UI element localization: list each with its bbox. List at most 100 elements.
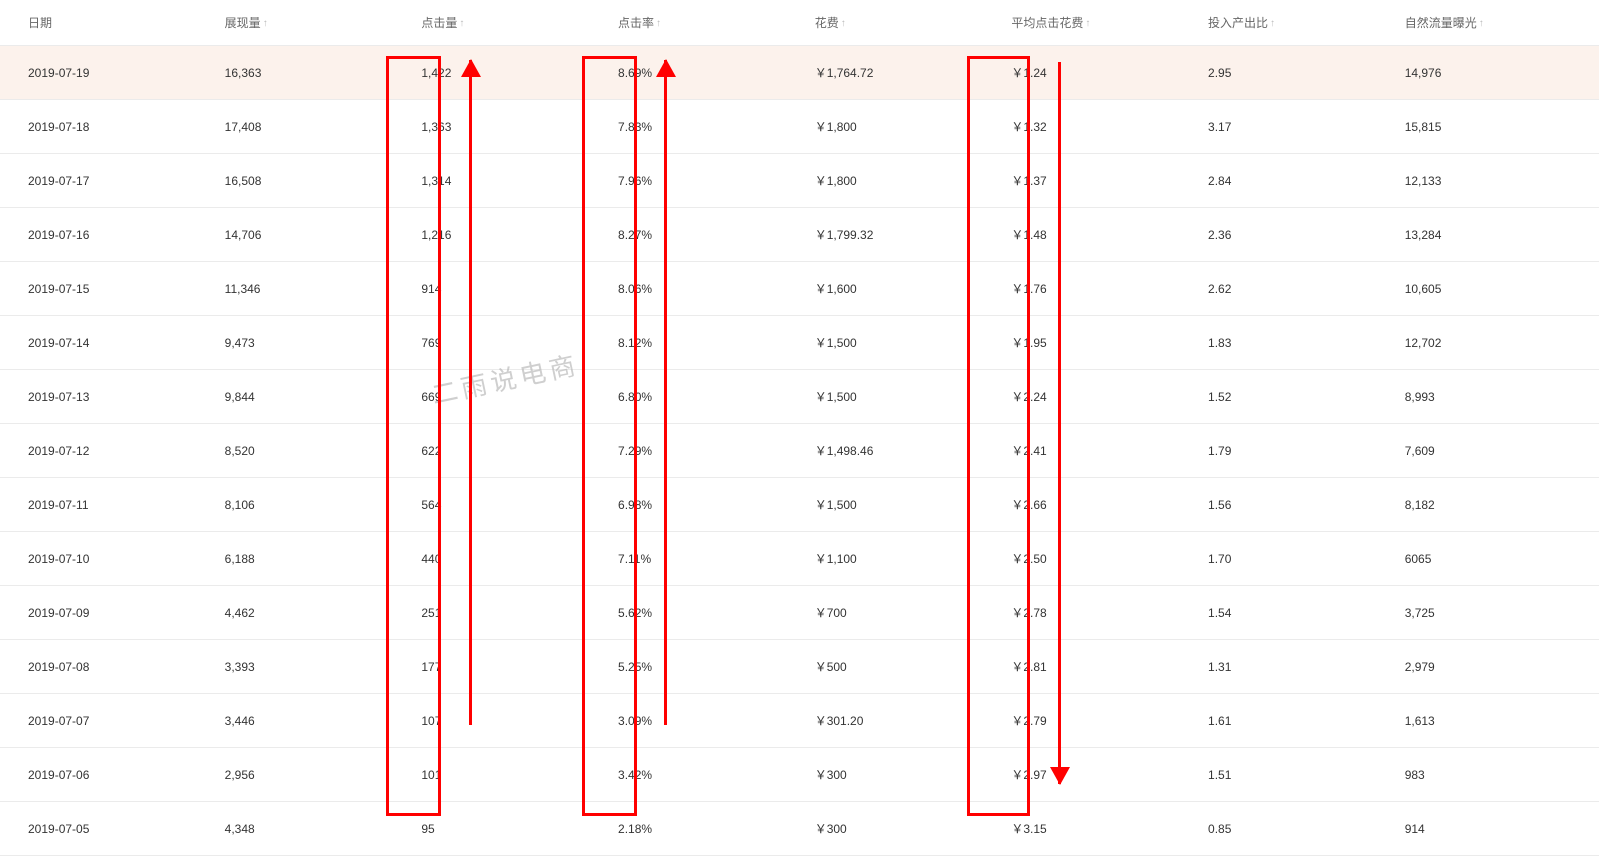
cell-impressions: 6,188 [197, 532, 394, 586]
cell-ctr: 7.83% [590, 100, 787, 154]
column-header-label: 点击率 [618, 16, 654, 30]
cell-clicks: 622 [393, 424, 590, 478]
column-header-cpc[interactable]: 平均点击花费↑ [983, 0, 1180, 46]
cell-roi: 1.61 [1180, 694, 1377, 748]
sort-up-icon: ↑ [1085, 18, 1090, 29]
cell-ctr: 2.18% [590, 802, 787, 856]
cell-roi: 1.83 [1180, 316, 1377, 370]
cell-cpc: ￥2.97 [983, 748, 1180, 802]
cell-impressions: 9,473 [197, 316, 394, 370]
cell-impressions: 4,462 [197, 586, 394, 640]
cell-date: 2019-07-10 [0, 532, 197, 586]
cell-spend: ￥1,800 [787, 100, 984, 154]
cell-ctr: 8.27% [590, 208, 787, 262]
table-header: 日期展现量↑点击量↑点击率↑花费↑平均点击花费↑投入产出比↑自然流量曝光↑ [0, 0, 1599, 46]
cell-impressions: 8,520 [197, 424, 394, 478]
cell-spend: ￥500 [787, 640, 984, 694]
column-header-label: 展现量 [225, 16, 261, 30]
table-row: 2019-07-083,3931775.25%￥500￥2.811.312,97… [0, 640, 1599, 694]
cell-cpc: ￥3.15 [983, 802, 1180, 856]
cell-organic: 12,702 [1377, 316, 1599, 370]
sort-up-icon: ↑ [263, 18, 268, 29]
cell-ctr: 8.69% [590, 46, 787, 100]
cell-clicks: 1,363 [393, 100, 590, 154]
sort-up-icon: ↑ [656, 18, 661, 29]
cell-roi: 2.62 [1180, 262, 1377, 316]
cell-date: 2019-07-18 [0, 100, 197, 154]
cell-ctr: 7.96% [590, 154, 787, 208]
table-row: 2019-07-118,1065646.98%￥1,500￥2.661.568,… [0, 478, 1599, 532]
cell-spend: ￥700 [787, 586, 984, 640]
cell-cpc: ￥1.32 [983, 100, 1180, 154]
cell-roi: 0.85 [1180, 802, 1377, 856]
cell-cpc: ￥2.66 [983, 478, 1180, 532]
cell-cpc: ￥1.24 [983, 46, 1180, 100]
cell-ctr: 6.80% [590, 370, 787, 424]
cell-date: 2019-07-16 [0, 208, 197, 262]
table-row: 2019-07-1916,3631,4228.69%￥1,764.72￥1.24… [0, 46, 1599, 100]
cell-spend: ￥300 [787, 748, 984, 802]
column-header-organic[interactable]: 自然流量曝光↑ [1377, 0, 1599, 46]
column-header-label: 点击量 [421, 16, 457, 30]
cell-organic: 3,725 [1377, 586, 1599, 640]
cell-impressions: 11,346 [197, 262, 394, 316]
cell-clicks: 1,422 [393, 46, 590, 100]
cell-organic: 7,609 [1377, 424, 1599, 478]
sort-up-icon: ↑ [1270, 18, 1275, 29]
column-header-spend[interactable]: 花费↑ [787, 0, 984, 46]
cell-spend: ￥1,500 [787, 316, 984, 370]
cell-clicks: 914 [393, 262, 590, 316]
cell-impressions: 3,393 [197, 640, 394, 694]
cell-spend: ￥1,500 [787, 370, 984, 424]
cell-ctr: 5.62% [590, 586, 787, 640]
table-row: 2019-07-139,8446696.80%￥1,500￥2.241.528,… [0, 370, 1599, 424]
cell-date: 2019-07-14 [0, 316, 197, 370]
analytics-table: 日期展现量↑点击量↑点击率↑花费↑平均点击花费↑投入产出比↑自然流量曝光↑ 20… [0, 0, 1599, 856]
cell-date: 2019-07-19 [0, 46, 197, 100]
cell-impressions: 3,446 [197, 694, 394, 748]
cell-organic: 914 [1377, 802, 1599, 856]
cell-roi: 1.70 [1180, 532, 1377, 586]
table-row: 2019-07-1511,3469148.06%￥1,600￥1.762.621… [0, 262, 1599, 316]
cell-ctr: 3.42% [590, 748, 787, 802]
cell-roi: 1.52 [1180, 370, 1377, 424]
cell-roi: 2.36 [1180, 208, 1377, 262]
cell-roi: 1.51 [1180, 748, 1377, 802]
cell-organic: 8,182 [1377, 478, 1599, 532]
cell-cpc: ￥2.79 [983, 694, 1180, 748]
cell-cpc: ￥1.76 [983, 262, 1180, 316]
cell-roi: 1.54 [1180, 586, 1377, 640]
cell-spend: ￥1,498.46 [787, 424, 984, 478]
cell-organic: 1,613 [1377, 694, 1599, 748]
cell-ctr: 7.29% [590, 424, 787, 478]
cell-impressions: 9,844 [197, 370, 394, 424]
cell-impressions: 16,508 [197, 154, 394, 208]
column-header-label: 平均点击花费 [1011, 16, 1083, 30]
column-header-roi[interactable]: 投入产出比↑ [1180, 0, 1377, 46]
cell-date: 2019-07-06 [0, 748, 197, 802]
cell-clicks: 177 [393, 640, 590, 694]
cell-spend: ￥300 [787, 802, 984, 856]
sort-up-icon: ↑ [459, 18, 464, 29]
cell-roi: 1.79 [1180, 424, 1377, 478]
cell-roi: 3.17 [1180, 100, 1377, 154]
column-header-clicks[interactable]: 点击量↑ [393, 0, 590, 46]
cell-spend: ￥1,800 [787, 154, 984, 208]
cell-clicks: 95 [393, 802, 590, 856]
cell-impressions: 8,106 [197, 478, 394, 532]
cell-spend: ￥1,600 [787, 262, 984, 316]
column-header-label: 投入产出比 [1208, 16, 1268, 30]
cell-cpc: ￥1.95 [983, 316, 1180, 370]
column-header-impressions[interactable]: 展现量↑ [197, 0, 394, 46]
column-header-ctr[interactable]: 点击率↑ [590, 0, 787, 46]
cell-spend: ￥1,799.32 [787, 208, 984, 262]
cell-organic: 14,976 [1377, 46, 1599, 100]
table-row: 2019-07-1614,7061,2168.27%￥1,799.32￥1.48… [0, 208, 1599, 262]
cell-cpc: ￥2.41 [983, 424, 1180, 478]
cell-impressions: 14,706 [197, 208, 394, 262]
cell-spend: ￥1,500 [787, 478, 984, 532]
cell-cpc: ￥2.78 [983, 586, 1180, 640]
table-row: 2019-07-1817,4081,3637.83%￥1,800￥1.323.1… [0, 100, 1599, 154]
cell-date: 2019-07-12 [0, 424, 197, 478]
cell-organic: 15,815 [1377, 100, 1599, 154]
